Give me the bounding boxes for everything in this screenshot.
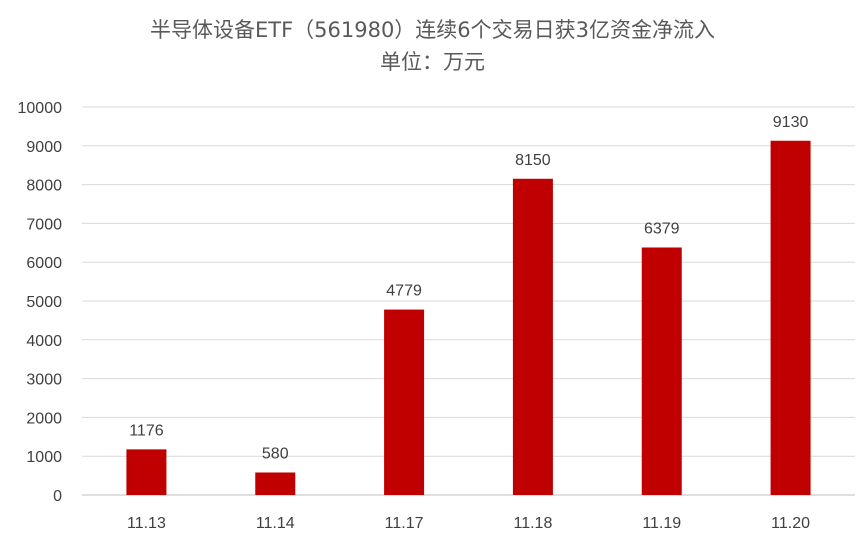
y-tick-label: 5000 [26,294,62,311]
bar [641,247,682,495]
bar [770,140,811,496]
x-tick-label: 11.20 [771,515,810,532]
y-tick-label: 4000 [26,333,62,350]
x-tick-label: 11.17 [385,515,424,532]
y-tick-label: 2000 [26,410,62,427]
x-tick-label: 11.19 [642,515,681,532]
y-tick-label: 6000 [26,255,62,272]
data-label: 580 [262,445,289,462]
bar [512,178,553,495]
chart-subtitle: 单位：万元 [380,50,485,74]
x-tick-label: 11.14 [256,515,295,532]
data-label: 6379 [644,220,680,237]
data-label: 8150 [515,152,551,169]
bar [126,449,167,495]
bar [384,309,425,495]
data-label: 1176 [129,422,164,439]
y-tick-label: 9000 [26,139,62,156]
y-tick-label: 10000 [18,100,63,117]
x-tick-label: 11.18 [513,515,552,532]
chart-title: 半导体设备ETF（561980）连续6个交易日获3亿资金净流入 [149,18,716,42]
y-tick-label: 1000 [26,449,62,466]
bar [255,472,296,495]
y-tick-label: 0 [53,488,62,505]
x-tick-label: 11.13 [127,515,166,532]
y-tick-label: 3000 [26,372,62,389]
data-label: 4779 [386,283,422,300]
y-tick-label: 7000 [26,216,62,233]
y-tick-label: 8000 [26,178,62,195]
data-label: 9130 [773,114,809,131]
